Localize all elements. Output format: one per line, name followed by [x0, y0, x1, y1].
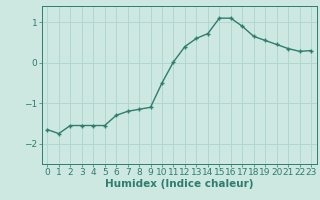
X-axis label: Humidex (Indice chaleur): Humidex (Indice chaleur) — [105, 179, 253, 189]
